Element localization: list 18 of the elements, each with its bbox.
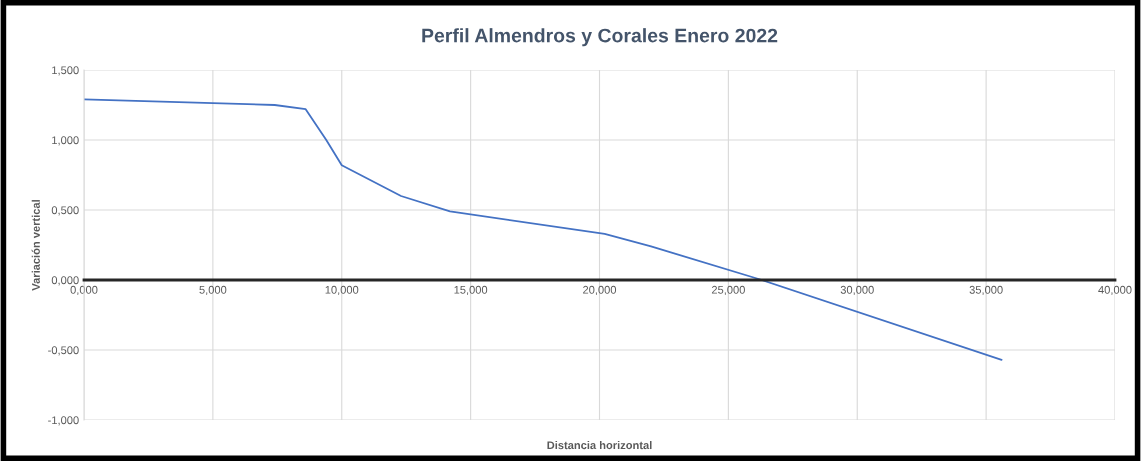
- y-axis-title: Variación vertical: [31, 200, 40, 291]
- y-tick-label: 0,500: [51, 206, 79, 216]
- x-tick-label: 10,000: [325, 285, 359, 296]
- x-axis-title: Distancia horizontal: [547, 441, 652, 450]
- x-tick-label: 15,000: [454, 285, 488, 296]
- y-tick-label: 0,000: [51, 276, 79, 286]
- x-tick-label: 30,000: [840, 285, 874, 296]
- x-tick-label: 20,000: [583, 285, 617, 296]
- x-tick-label: 25,000: [711, 285, 745, 296]
- x-tick-label: 35,000: [969, 285, 1003, 296]
- x-tick-label: 40,000: [1098, 285, 1132, 296]
- y-tick-label: 1,000: [52, 136, 79, 146]
- x-tick-label: 5,000: [199, 285, 227, 296]
- y-tick-label: 1,500: [52, 66, 79, 76]
- x-tick-label: 0,000: [70, 285, 98, 296]
- chart-title: Perfil Almendros y Corales Enero 2022: [422, 28, 778, 47]
- y-tick-label: -0,500: [48, 346, 79, 356]
- y-tick-label: -1,000: [48, 416, 79, 426]
